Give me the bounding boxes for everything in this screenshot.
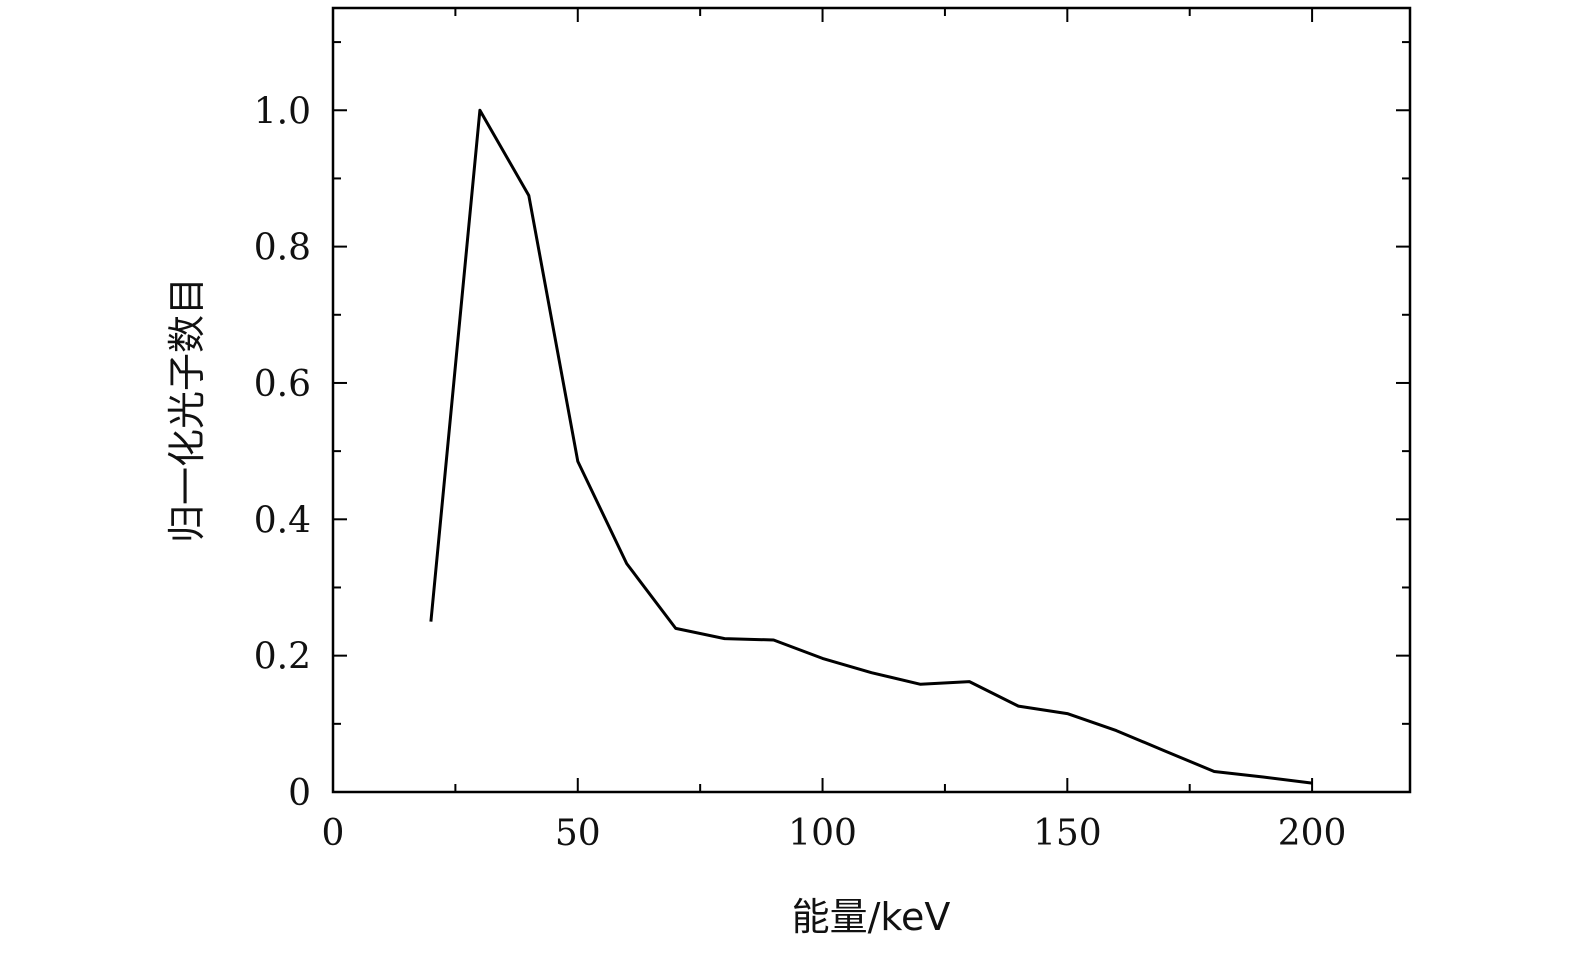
y-axis-label: 归一化光子数目	[165, 277, 209, 543]
x-axis-label: 能量/keV	[792, 895, 951, 939]
y-tick-label: 0.6	[254, 364, 311, 405]
series-line-0	[429, 108, 1313, 785]
x-tick-label: 0	[322, 813, 345, 854]
series-layer	[429, 108, 1313, 785]
x-tick-label: 50	[555, 813, 601, 854]
ticks	[332, 8, 1410, 793]
x-tick-label: 200	[1278, 813, 1347, 854]
y-tick-label: 0.2	[254, 637, 311, 678]
y-tick-label: 0.4	[254, 500, 311, 541]
y-tick-label: 0.8	[254, 228, 311, 269]
x-tick-label: 100	[788, 813, 857, 854]
x-tick-label: 150	[1033, 813, 1102, 854]
tick-labels: 0 50 100 150 200 0 0.2 0.4 0.6 0.8 1.0	[254, 91, 1347, 854]
plot-frame	[331, 6, 1412, 794]
y-tick-label: 1.0	[254, 91, 311, 132]
y-tick-label: 0	[288, 773, 311, 814]
